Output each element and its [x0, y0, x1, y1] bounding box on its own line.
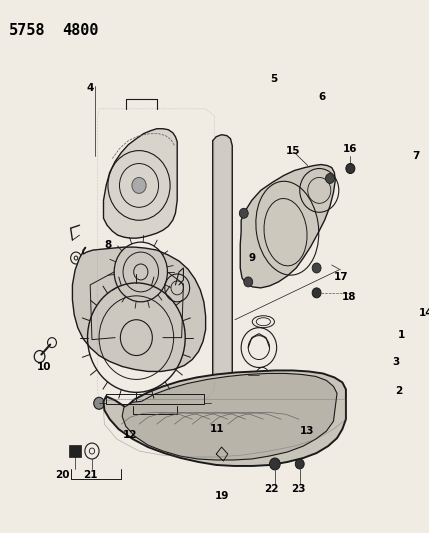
- Circle shape: [326, 173, 334, 183]
- Text: 10: 10: [37, 362, 51, 373]
- Text: 8: 8: [104, 240, 112, 250]
- Text: 17: 17: [334, 272, 349, 282]
- Text: 3: 3: [392, 357, 399, 367]
- Circle shape: [239, 208, 248, 218]
- Circle shape: [312, 288, 321, 298]
- Polygon shape: [240, 165, 335, 288]
- Text: 4800: 4800: [62, 23, 98, 38]
- Polygon shape: [103, 129, 177, 238]
- Text: 23: 23: [291, 484, 305, 494]
- Text: 18: 18: [342, 292, 357, 302]
- Circle shape: [295, 459, 304, 469]
- Circle shape: [269, 458, 280, 470]
- Text: 19: 19: [214, 491, 229, 501]
- Text: 4: 4: [87, 83, 94, 93]
- Polygon shape: [73, 247, 205, 372]
- Text: 6: 6: [318, 92, 326, 102]
- Circle shape: [132, 177, 146, 193]
- Text: 7: 7: [412, 151, 420, 160]
- Text: 14: 14: [419, 308, 429, 318]
- Text: 15: 15: [285, 146, 300, 156]
- Text: 11: 11: [210, 424, 224, 434]
- Circle shape: [94, 397, 104, 409]
- Text: 16: 16: [343, 143, 358, 154]
- Text: 20: 20: [55, 470, 70, 480]
- Circle shape: [346, 164, 355, 173]
- Text: 22: 22: [264, 484, 278, 494]
- Circle shape: [312, 263, 321, 273]
- Text: 21: 21: [83, 470, 97, 480]
- Polygon shape: [122, 374, 337, 460]
- Circle shape: [244, 277, 253, 287]
- Text: 1: 1: [397, 329, 405, 340]
- Text: 12: 12: [123, 430, 137, 440]
- Text: 5758: 5758: [9, 23, 45, 38]
- Text: 2: 2: [395, 386, 402, 397]
- Text: 9: 9: [248, 253, 255, 263]
- FancyBboxPatch shape: [69, 445, 82, 457]
- Text: 5: 5: [270, 74, 278, 84]
- Text: 13: 13: [299, 426, 314, 436]
- Polygon shape: [213, 135, 232, 397]
- Polygon shape: [103, 370, 346, 466]
